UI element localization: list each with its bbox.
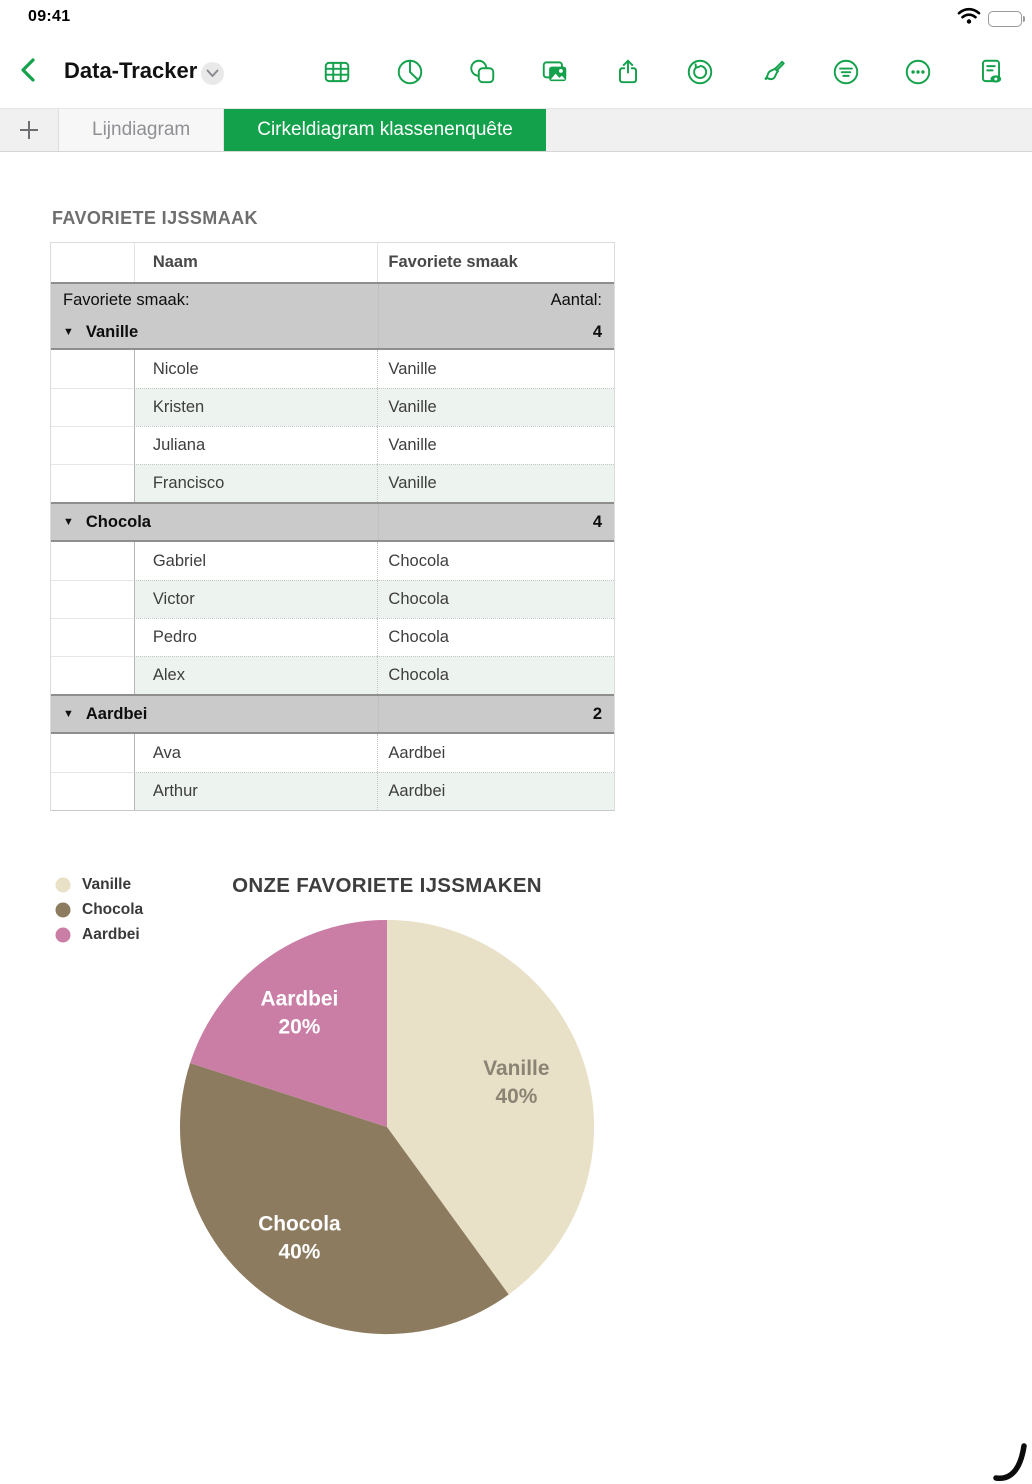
more-button[interactable] (903, 57, 933, 87)
chart-legend: Vanille Chocola Aardbei (55, 876, 143, 944)
column-header-naam: Naam (133, 243, 378, 282)
document-title[interactable]: Data-Tracker (64, 58, 198, 83)
table-header-row: Naam Favoriete smaak (51, 242, 614, 282)
legend-dot-chocola (55, 902, 71, 918)
tab-cirkeldiagram[interactable]: Cirkeldiagram klassenenquête (224, 109, 546, 151)
slice-label-aardbei: Aardbei (261, 988, 339, 1011)
status-bar: 09:41 (0, 0, 1032, 34)
table-row[interactable]: Arthur Aardbei (51, 772, 614, 810)
table-title: FAVORIETE IJSSMAAK (52, 208, 258, 228)
group-rows-chocola: Gabriel Chocola Victor Chocola Pedro Chocol… (51, 542, 614, 694)
more-icon (906, 59, 931, 85)
slice-pct-chocola: 40% (279, 1240, 321, 1263)
table-row[interactable]: Pedro Chocola (51, 618, 614, 656)
chart-title: ONZE FAVORIETE IJSSMAKEN (232, 874, 542, 897)
summary-label-left: Favoriete smaak: (63, 290, 190, 309)
filter-icon (833, 59, 858, 85)
insert-chart-button[interactable] (395, 57, 425, 87)
legend-dot-vanille (55, 877, 71, 893)
legend-item-vanille: Vanille (55, 876, 143, 894)
group-name: Aardbei (85, 704, 148, 723)
share-button[interactable] (613, 57, 643, 87)
reading-view-button[interactable] (976, 57, 1006, 87)
document-menu-button[interactable] (201, 62, 224, 85)
slice-label-chocola: Chocola (258, 1213, 341, 1236)
group-name: Vanille (85, 322, 139, 341)
collapse-triangle-icon[interactable]: ▼ (63, 708, 74, 720)
slice-pct-aardbei: 20% (279, 1015, 321, 1038)
chevron-down-icon (206, 69, 219, 77)
group-rows-aardbei: Ava Aardbei Arthur Aardbei (51, 734, 614, 810)
battery-icon (988, 10, 1025, 27)
pie-slice-vanille[interactable] (387, 919, 595, 1295)
legend-dot-aardbei (55, 927, 71, 943)
pie-slice-aardbei[interactable] (190, 919, 387, 1127)
toolbar (322, 57, 1006, 87)
data-table[interactable]: Naam Favoriete smaak Favoriete smaak: Aa… (50, 242, 615, 811)
group-header-chocola: ▼ Chocola 4 (51, 502, 614, 542)
table-row[interactable]: Kristen Vanille (51, 388, 614, 426)
group-header-vanille: Favoriete smaak: Aantal: ▼ Vanille 4 (51, 282, 614, 350)
summary-label-right: Aantal: (550, 290, 602, 309)
nav-bar: Data-Tracker (0, 34, 1032, 108)
group-count: 4 (592, 512, 602, 531)
format-button[interactable] (758, 57, 788, 87)
column-header-smaak: Favoriete smaak (377, 243, 614, 282)
pie-chart[interactable]: Vanille 40% Chocola 40% Aardbei 20% (178, 918, 596, 1336)
add-sheet-button[interactable] (0, 109, 59, 151)
table-row[interactable]: Gabriel Chocola (51, 542, 614, 580)
media-icon (542, 61, 567, 82)
filter-button[interactable] (831, 57, 861, 87)
insert-shape-button[interactable] (467, 57, 497, 87)
shapes-icon (470, 59, 495, 84)
insert-table-button[interactable] (322, 57, 352, 87)
pencil-stroke-mark (992, 1438, 1030, 1484)
table-icon (324, 61, 350, 83)
slice-label-vanille: Vanille (483, 1057, 549, 1080)
legend-item-aardbei: Aardbei (55, 926, 143, 944)
table-row[interactable]: Nicole Vanille (51, 350, 614, 388)
format-brush-icon (764, 60, 785, 81)
table-row[interactable]: Francisco Vanille (51, 464, 614, 502)
collapse-triangle-icon[interactable]: ▼ (63, 326, 74, 338)
tab-lijndiagram[interactable]: Lijndiagram (59, 109, 225, 151)
chart-icon (397, 59, 422, 85)
sheet-tab-bar: Lijndiagram Cirkeldiagram klassenenquête (0, 108, 1032, 152)
group-count: 2 (592, 704, 602, 723)
insert-media-button[interactable] (540, 57, 570, 87)
table-row[interactable]: Victor Chocola (51, 580, 614, 618)
group-count: 4 (592, 322, 602, 341)
group-name: Chocola (85, 512, 151, 531)
pie-slice-chocola[interactable] (179, 1063, 509, 1335)
reading-view-icon (981, 59, 1002, 83)
table-row[interactable]: Juliana Vanille (51, 426, 614, 464)
row-header-column (51, 243, 134, 282)
table-row[interactable]: Ava Aardbei (51, 734, 614, 772)
share-icon (618, 59, 637, 84)
wifi-icon (957, 7, 981, 30)
slice-pct-vanille: 40% (495, 1085, 537, 1108)
collapse-triangle-icon[interactable]: ▼ (63, 516, 74, 528)
table-row[interactable]: Alex Chocola (51, 656, 614, 694)
back-button[interactable] (16, 56, 44, 84)
legend-item-chocola: Chocola (55, 901, 143, 919)
group-header-aardbei: ▼ Aardbei 2 (51, 694, 614, 734)
plus-icon (20, 121, 38, 139)
undo-button[interactable] (685, 57, 715, 87)
group-rows-vanille: Nicole Vanille Kristen Vanille Juliana Vani… (51, 350, 614, 502)
clock: 09:41 (28, 8, 71, 25)
undo-icon (688, 59, 713, 85)
